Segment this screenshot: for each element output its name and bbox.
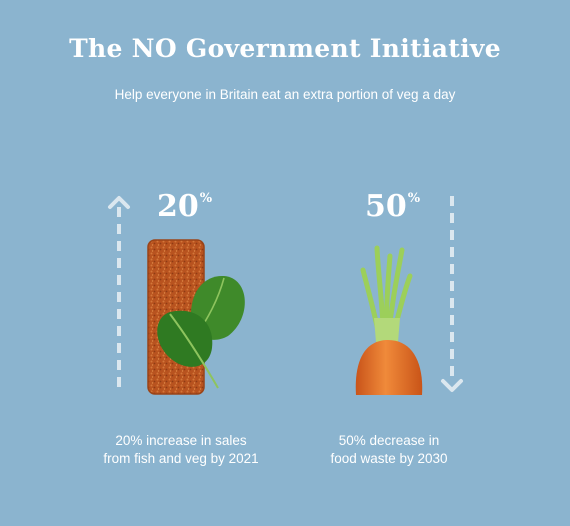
spinach-icon [157, 275, 245, 389]
caption-increase: 20% increase in sales from fish and veg … [81, 432, 281, 468]
stat-decrease-value: 50% [365, 192, 420, 222]
stat-increase-unit: % [199, 191, 213, 206]
stat-decrease-number: 50 [365, 189, 407, 224]
stat-increase-number: 20 [157, 189, 199, 224]
page-subtitle: Help everyone in Britain eat an extra po… [114, 87, 456, 102]
page-title: The NO Government Initiative [69, 34, 501, 63]
caption-decrease-line2: food waste by 2030 [330, 451, 448, 466]
carrot-icon [355, 245, 423, 395]
stat-decrease-unit: % [407, 191, 421, 206]
stat-increase-value: 20% [157, 192, 212, 222]
caption-increase-line1: 20% increase in sales [115, 433, 247, 448]
arrow-down-icon [441, 196, 463, 392]
caption-decrease-line1: 50% decrease in [338, 433, 440, 448]
caption-increase-line2: from fish and veg by 2021 [103, 451, 259, 466]
caption-decrease: 50% decrease in food waste by 2030 [289, 432, 489, 468]
arrow-up-icon [108, 196, 130, 392]
